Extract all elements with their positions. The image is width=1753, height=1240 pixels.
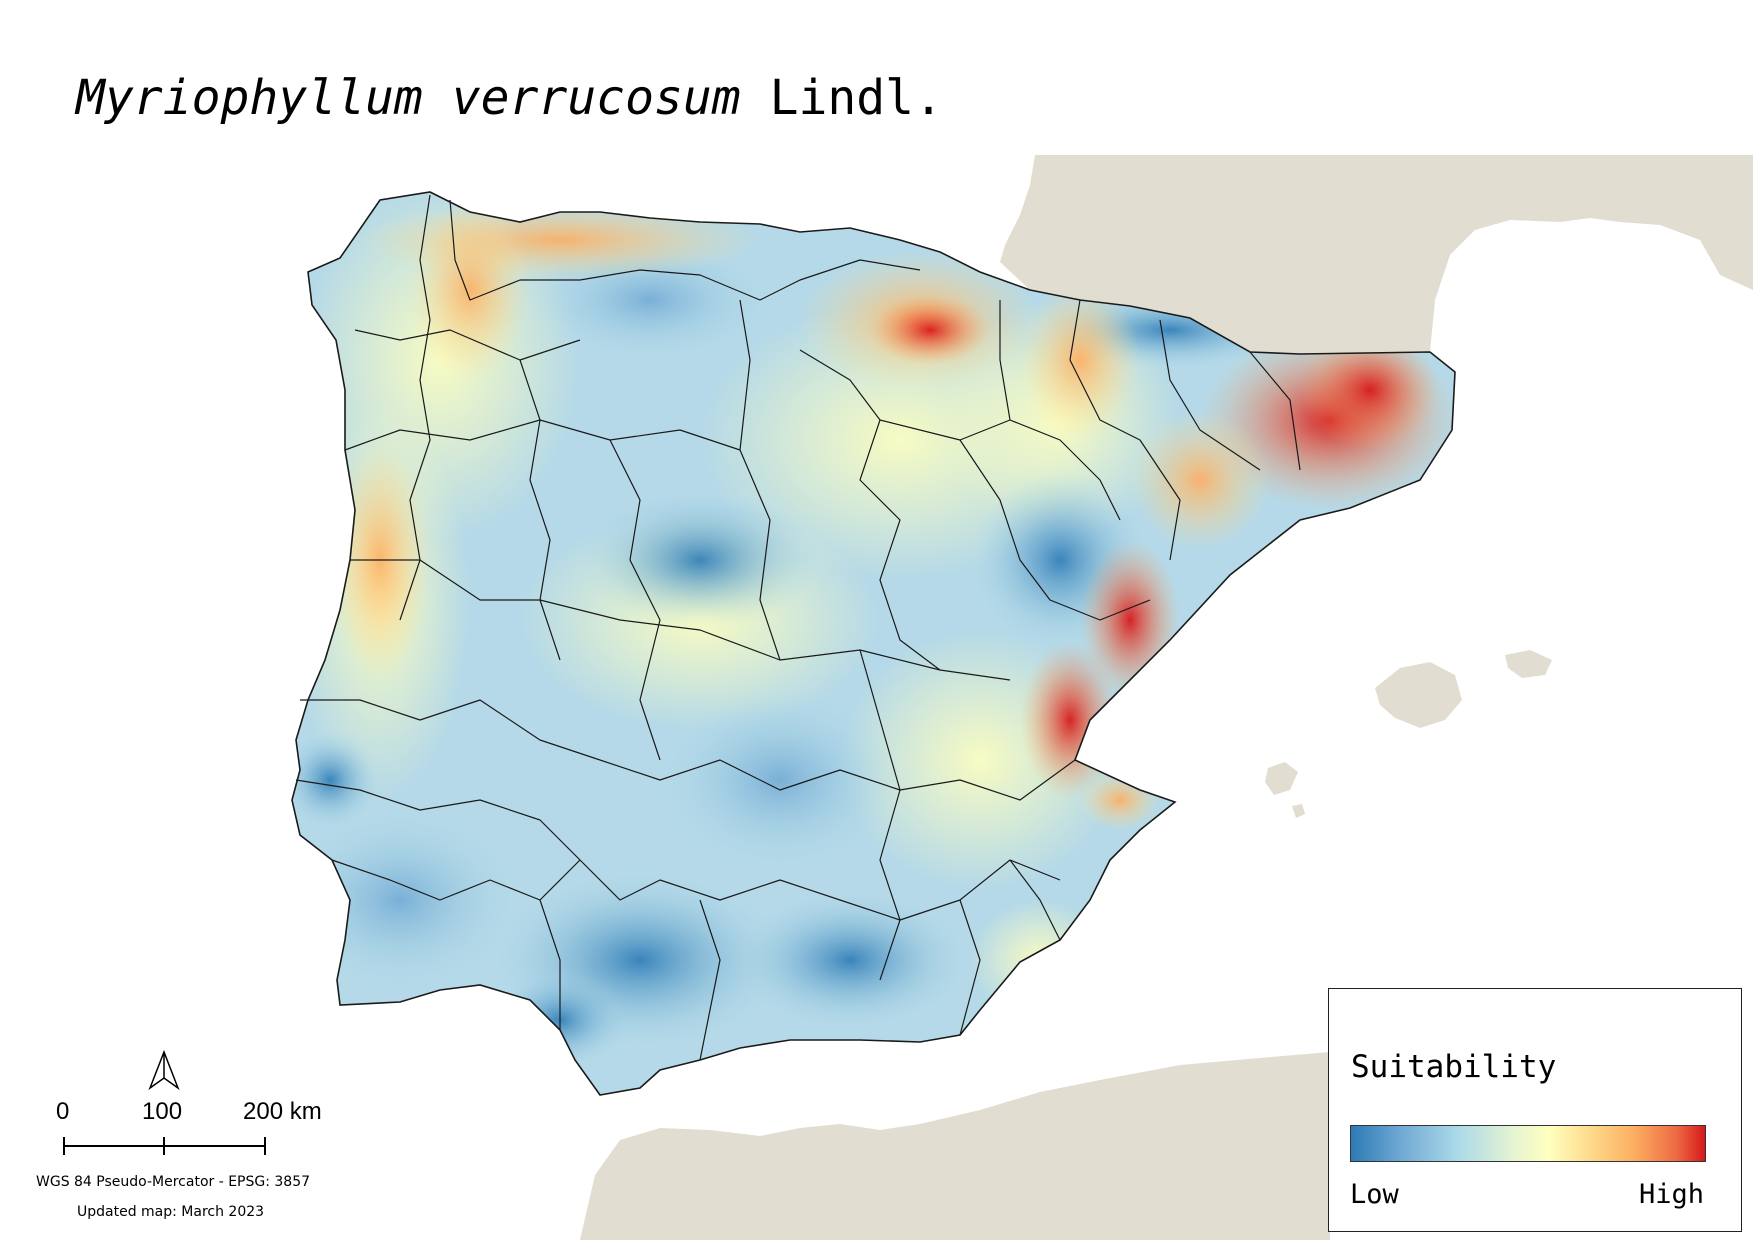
iberia-coastline xyxy=(291,191,1456,1096)
scale-bar xyxy=(63,1137,266,1155)
surrounding-land xyxy=(580,155,1753,1240)
legend-color-ramp xyxy=(1350,1125,1706,1162)
scale-label-100: 100 xyxy=(142,1098,183,1125)
legend: Suitability Low High xyxy=(1328,988,1742,1232)
legend-title: Suitability xyxy=(1351,1049,1557,1085)
scale-label-200: 200 km xyxy=(243,1098,322,1125)
species-author: Lindl. xyxy=(769,70,943,126)
updated-label: Updated map: March 2023 xyxy=(77,1204,265,1220)
legend-low-label: Low xyxy=(1350,1179,1399,1210)
species-name: Myriophyllum verrucosum xyxy=(76,70,741,126)
crs-label: WGS 84 Pseudo-Mercator - EPSG: 3857 xyxy=(36,1174,311,1190)
scale-label-0: 0 xyxy=(56,1098,70,1125)
iberia-suitability-raster xyxy=(292,192,1455,1095)
legend-high-label: High xyxy=(1638,1179,1704,1210)
north-arrow-icon xyxy=(148,1049,180,1091)
province-boundaries xyxy=(295,194,1301,1061)
map-title: Myriophyllum verrucosum Lindl. xyxy=(76,70,943,126)
